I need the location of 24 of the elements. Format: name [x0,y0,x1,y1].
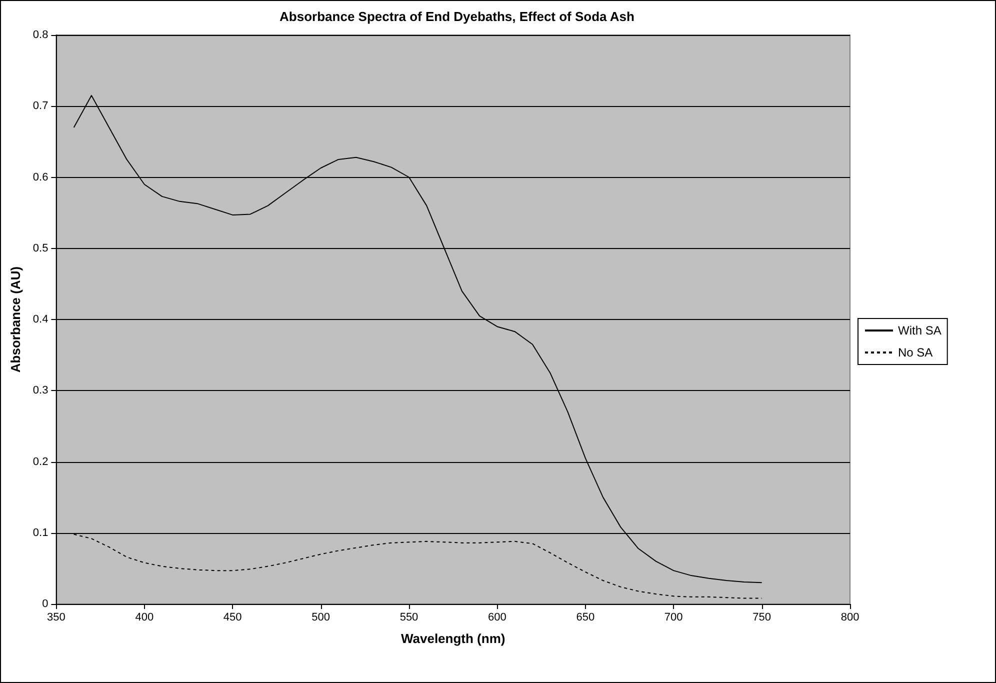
x-tick-label: 400 [135,612,154,624]
y-tick-label: 0.4 [32,314,48,326]
legend-label: With SA [898,324,942,338]
x-tick-label: 350 [47,612,66,624]
x-tick-label: 550 [400,612,418,624]
x-tick-label: 700 [664,612,683,624]
x-tick-label: 650 [576,612,595,624]
legend-label: No SA [898,346,933,360]
y-tick-label: 0.6 [32,171,48,184]
x-tick-label: 450 [223,612,242,624]
x-tick-label: 800 [840,612,860,624]
y-tick-label: 0.8 [32,29,48,41]
chart-title: Absorbance Spectra of End Dyebaths, Effect of Soda Ash [280,9,635,24]
y-axis-title: Absorbance (AU) [8,266,23,373]
y-tick-label: 0.1 [32,526,48,539]
x-tick-label: 750 [752,612,771,624]
y-tick-label: 0.2 [32,456,48,468]
x-axis-title: Wavelength (nm) [400,631,506,646]
x-tick-label: 600 [488,612,506,624]
y-tick-label: 0 [42,598,48,610]
y-tick-label: 0.3 [32,384,48,397]
y-tick-label: 0.7 [32,100,48,112]
y-tick-label: 0.5 [32,242,48,254]
x-tick-label: 500 [312,612,330,624]
